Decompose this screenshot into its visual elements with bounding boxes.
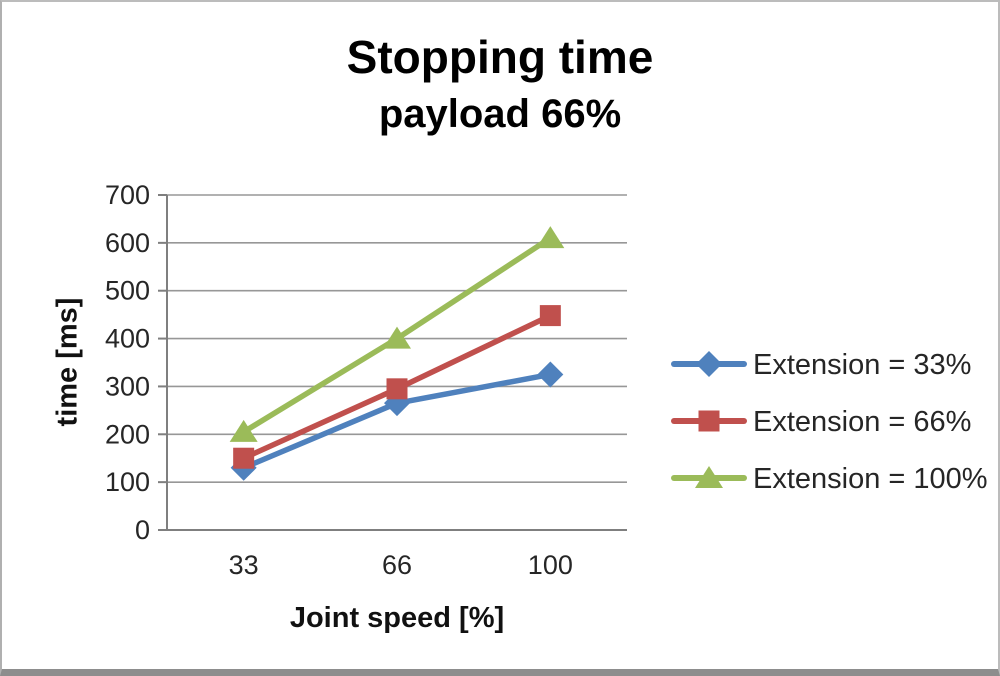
triangle-marker-icon <box>536 226 565 249</box>
y-tick-label: 400 <box>105 324 150 354</box>
triangle-marker-icon <box>383 326 411 349</box>
x-tick-label: 66 <box>382 550 412 580</box>
x-tick-label: 100 <box>528 550 573 580</box>
legend-label: Extension = 66% <box>753 406 971 438</box>
square-marker-icon <box>233 447 255 469</box>
triangle-marker-icon <box>229 419 258 442</box>
y-tick-label: 300 <box>105 371 150 401</box>
legend-label: Extension = 100% <box>753 463 988 495</box>
square-marker-icon <box>539 305 561 327</box>
y-tick-label: 200 <box>105 419 150 449</box>
x-axis-title: Joint speed [%] <box>289 602 505 634</box>
y-tick-label: 700 <box>105 180 150 210</box>
diamond-marker-icon <box>537 361 564 388</box>
square-marker-icon <box>698 410 720 432</box>
y-tick-label: 500 <box>105 276 150 306</box>
chart-title: Stopping time <box>346 31 654 83</box>
x-tick-label: 33 <box>229 550 259 580</box>
y-tick-label: 0 <box>135 515 150 545</box>
chart-subtitle: payload 66% <box>378 92 622 136</box>
diamond-marker-icon <box>696 351 722 377</box>
square-marker-icon <box>386 378 408 400</box>
triangle-marker-icon <box>695 466 723 488</box>
y-tick-label: 600 <box>105 228 150 258</box>
y-tick-label: 100 <box>105 467 150 497</box>
legend-label: Extension = 33% <box>753 349 971 381</box>
